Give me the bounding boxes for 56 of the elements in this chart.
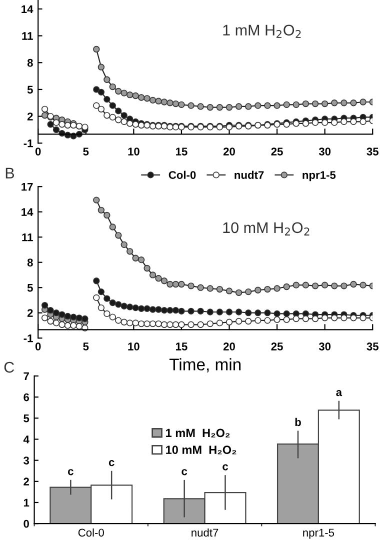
x-tick-label: 15	[176, 342, 188, 350]
annotation: 1 mM H$_{2}$O$_{2}$	[223, 24, 301, 38]
y-tick-label: 1	[24, 498, 30, 507]
x-tick-label: Col-0	[78, 528, 104, 537]
y-tick-label: 5	[24, 414, 30, 422]
x-tick-label: 30	[318, 148, 331, 156]
data-label: c	[222, 464, 228, 470]
data-label: a	[336, 390, 342, 396]
legend-label: 10 mM H₂O₂	[166, 446, 236, 454]
text: C	[4, 362, 14, 373]
x-tick-label: 35	[366, 342, 378, 350]
y-tick-label: 0	[24, 520, 29, 528]
x-tick-label: 10	[128, 148, 140, 156]
x-tick-label: 35	[366, 148, 378, 156]
data-label: c	[108, 460, 114, 466]
data-label: c	[68, 469, 74, 476]
y-tick-label: 4	[23, 436, 30, 444]
y-tick-label: 8	[27, 258, 33, 266]
x-tick-label: npr1-5	[303, 528, 334, 539]
x-tick-label: 0	[35, 342, 41, 350]
y-tick-label: -1	[24, 334, 33, 342]
x-tick-label: 5	[83, 342, 89, 350]
x-tick-label: 5	[83, 148, 89, 156]
x-tick-label: 20	[223, 342, 235, 350]
y-tick-label: 2	[27, 112, 33, 120]
y-tick-label: 6	[24, 393, 30, 402]
data-label: c	[182, 469, 188, 476]
x-tick-label: 20	[223, 148, 235, 156]
y-tick-label: 5	[27, 86, 33, 94]
y-tick-label: 2	[27, 309, 33, 317]
legend-label: Col-0	[168, 170, 196, 179]
y-tick-label: 7	[24, 372, 29, 380]
y-tick-label: 11	[22, 32, 33, 40]
legend-label: nudt7	[234, 170, 264, 179]
y-tick-label: 14	[22, 5, 34, 13]
x-tick-label: 25	[271, 148, 283, 156]
y-tick-label: 3	[24, 456, 30, 464]
y-tick-label: 8	[27, 58, 33, 67]
x-tick-label: nudt7	[192, 528, 218, 537]
x-tick-label: 30	[318, 342, 331, 350]
legend-label: 1 mM H₂O₂	[166, 428, 230, 438]
y-tick-label: 11	[22, 233, 33, 242]
y-tick-label: -1	[24, 140, 33, 148]
x-axis-title: Time, min	[169, 358, 241, 372]
y-tick-label: 17	[22, 182, 33, 191]
x-tick-label: 15	[176, 148, 188, 156]
x-tick-label: 0	[35, 148, 41, 156]
annotation: 10 mM H$_{2}$O$_{2}$	[223, 222, 310, 236]
x-tick-label: 25	[271, 342, 283, 350]
text: B	[6, 168, 14, 178]
y-tick-label: 2	[24, 478, 29, 486]
x-tick-label: 10	[128, 342, 140, 350]
legend-label: npr1-5	[302, 171, 336, 182]
y-tick-label: 14	[22, 208, 34, 216]
data-label: b	[295, 418, 301, 426]
y-tick-label: 5	[27, 284, 33, 292]
